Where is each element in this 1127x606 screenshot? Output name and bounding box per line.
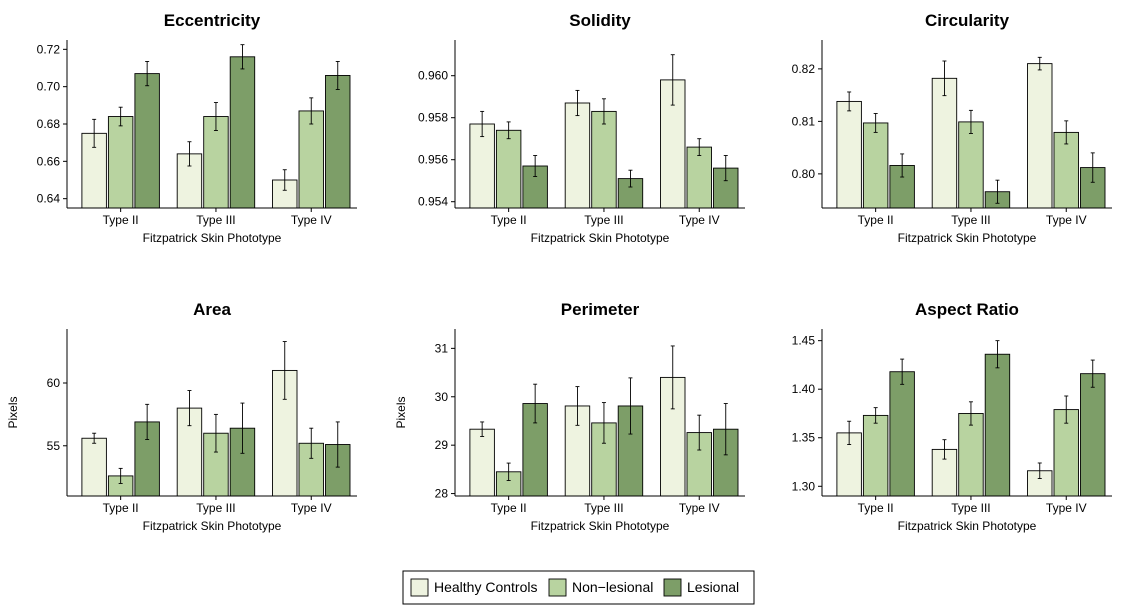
legend-swatch-non-lesional	[548, 578, 567, 597]
bar-non-lesional-type-ii	[107, 116, 134, 209]
y-axis-label: Pixels	[6, 396, 20, 428]
legend-swatch-healthy-controls	[410, 578, 429, 597]
bar-non-lesional-type-iv	[1053, 131, 1079, 209]
bar-lesional-type-iii	[984, 353, 1011, 497]
y-tick-label: 29	[435, 438, 449, 452]
bar-healthy-controls-type-ii	[81, 437, 107, 497]
panel-circularity: Circularity 0.80 0.81 0.82 Type II Type III Ty…	[792, 11, 1112, 245]
bar-healthy-controls-type-iii	[564, 405, 591, 497]
panel-title: Eccentricity	[164, 11, 261, 30]
panel-title: Circularity	[925, 11, 1010, 30]
x-tick-label: Type II	[858, 213, 894, 227]
x-tick-label: Type III	[196, 213, 235, 227]
bar-lesional-type-iii	[229, 56, 256, 209]
x-tick-label: Type II	[858, 501, 894, 515]
x-tick-label: Type III	[584, 213, 623, 227]
x-axis-label: Fitzpatrick Skin Phototype	[898, 519, 1037, 533]
legend: Healthy Controls Non−lesional Lesional	[402, 570, 755, 605]
y-tick-label: 30	[435, 390, 449, 404]
bar-non-lesional-type-iii	[591, 110, 617, 209]
panel-title: Perimeter	[561, 300, 640, 319]
bar-non-lesional-type-ii	[495, 129, 522, 209]
y-tick-label: 0.82	[792, 62, 816, 76]
bar-non-lesional-type-iii	[958, 413, 984, 497]
panel-title: Area	[193, 300, 231, 319]
bar-healthy-controls-type-iv	[1027, 470, 1053, 497]
y-tick-label: 1.40	[792, 382, 816, 396]
legend-label-non-lesional: Non−lesional	[572, 579, 653, 595]
bar-non-lesional-type-iv	[686, 146, 712, 209]
x-tick-label: Type III	[584, 501, 623, 515]
panel-title: Solidity	[569, 11, 631, 30]
y-tick-label: 0.956	[418, 153, 448, 167]
x-tick-label: Type II	[103, 213, 139, 227]
legend-swatch-lesional	[663, 578, 682, 597]
panel-eccentricity: Eccentricity 0.64 0.66 0.68 0.70 0.72 Type II T…	[37, 11, 357, 245]
bar-lesional-type-ii	[889, 371, 915, 497]
x-tick-label: Type IV	[291, 501, 332, 515]
bar-lesional-type-ii	[134, 73, 160, 209]
panel-perimeter: Perimeter 28 29 30 31 Type II Type III Type IV F…	[394, 300, 745, 533]
y-tick-label: 0.72	[37, 42, 61, 56]
bar-lesional-type-iv	[325, 75, 351, 209]
panel-solidity: Solidity 0.954 0.956 0.958 0.960 Type II Type …	[418, 11, 745, 245]
x-tick-label: Type IV	[1046, 213, 1087, 227]
y-tick-label: 0.80	[792, 167, 816, 181]
x-axis-label: Fitzpatrick Skin Phototype	[531, 519, 670, 533]
bar-healthy-controls-type-iii	[931, 77, 958, 209]
x-tick-label: Type III	[196, 501, 235, 515]
bar-lesional-type-iii	[617, 178, 644, 209]
y-tick-label: 1.35	[792, 431, 816, 445]
y-tick-label: 0.954	[418, 195, 448, 209]
panel-title: Aspect Ratio	[915, 300, 1019, 319]
x-tick-label: Type III	[951, 501, 990, 515]
x-axis-label: Fitzpatrick Skin Phototype	[898, 231, 1037, 245]
x-tick-label: Type IV	[291, 213, 332, 227]
x-axis-label: Fitzpatrick Skin Phototype	[143, 231, 282, 245]
x-tick-label: Type II	[491, 501, 527, 515]
panel-area: Area 55 60 Type II Type III Type IV Fitzpatric…	[6, 300, 357, 533]
y-axis-label: Pixels	[394, 396, 408, 428]
panel-aspect-ratio: Aspect Ratio 1.30 1.35 1.40 1.45 Type II Type …	[792, 300, 1112, 533]
y-tick-label: 0.70	[37, 80, 61, 94]
y-tick-label: 60	[47, 376, 61, 390]
x-axis-label: Fitzpatrick Skin Phototype	[143, 519, 282, 533]
bar-healthy-controls-type-ii	[836, 100, 862, 209]
bar-healthy-controls-type-ii	[469, 123, 495, 209]
y-tick-label: 1.45	[792, 334, 816, 348]
legend-label-healthy-controls: Healthy Controls	[434, 579, 538, 595]
legend-label-lesional: Lesional	[687, 579, 739, 595]
x-tick-label: Type IV	[679, 213, 720, 227]
x-tick-label: Type III	[951, 213, 990, 227]
x-tick-label: Type II	[103, 501, 139, 515]
y-tick-label: 0.64	[37, 192, 61, 206]
y-tick-label: 55	[47, 439, 61, 453]
bar-healthy-controls-type-iii	[564, 102, 591, 209]
x-tick-label: Type IV	[679, 501, 720, 515]
y-tick-label: 31	[435, 341, 449, 355]
legend-box	[402, 570, 755, 605]
y-tick-label: 28	[435, 487, 449, 501]
y-tick-label: 0.68	[37, 117, 61, 131]
y-tick-label: 0.66	[37, 154, 61, 168]
y-tick-label: 0.958	[418, 111, 448, 125]
bar-non-lesional-type-ii	[862, 414, 889, 497]
bar-non-lesional-type-iii	[958, 121, 984, 209]
y-tick-label: 0.81	[792, 114, 816, 128]
bar-healthy-controls-type-ii	[469, 428, 495, 497]
bar-non-lesional-type-iv	[298, 110, 324, 209]
y-tick-label: 1.30	[792, 479, 816, 493]
bar-healthy-controls-type-iv	[1027, 63, 1053, 209]
x-tick-label: Type IV	[1046, 501, 1087, 515]
x-axis-label: Fitzpatrick Skin Phototype	[531, 231, 670, 245]
y-tick-label: 0.960	[418, 69, 448, 83]
bar-lesional-type-iv	[1080, 373, 1106, 497]
bar-non-lesional-type-ii	[862, 122, 889, 209]
x-tick-label: Type II	[491, 213, 527, 227]
